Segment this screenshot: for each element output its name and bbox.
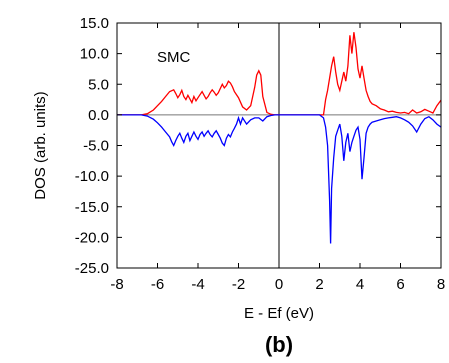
x-axis-label: E - Ef (eV) [244,305,314,322]
y-tick-label: -25.0 [75,260,109,277]
y-tick-label: 10.0 [80,46,109,63]
y-tick-label: -15.0 [75,199,109,216]
panel-label: (b) [265,332,293,357]
axis-ticks: -8 -6 -4 -2 0 2 4 6 8 15.0 10.0 5.0 0.0 -5.0 -10.0 -15.… [75,15,445,293]
annotation-smc: SMC [157,49,191,66]
series-spin-up-line [117,32,442,116]
y-tick-label: -10.0 [75,168,109,185]
x-tick-label: -6 [151,276,164,293]
x-tick-label: 6 [396,276,404,293]
y-axis-label: DOS (arb. units) [32,91,49,199]
x-tick-label: 0 [275,276,283,293]
x-tick-label: 8 [437,276,445,293]
series-layer [117,32,442,244]
y-tick-label: 0.0 [88,107,109,124]
y-tick-label: 5.0 [88,76,109,93]
x-tick-label: -8 [110,276,123,293]
x-tick-label: -4 [191,276,204,293]
y-tick-label: -20.0 [75,229,109,246]
x-tick-label: 4 [356,276,364,293]
series-spin-down-line [117,114,442,244]
y-tick-label: -5.0 [83,138,109,155]
y-tick-label: 15.0 [80,15,109,32]
x-tick-label: -2 [232,276,245,293]
x-tick-label: 2 [315,276,323,293]
